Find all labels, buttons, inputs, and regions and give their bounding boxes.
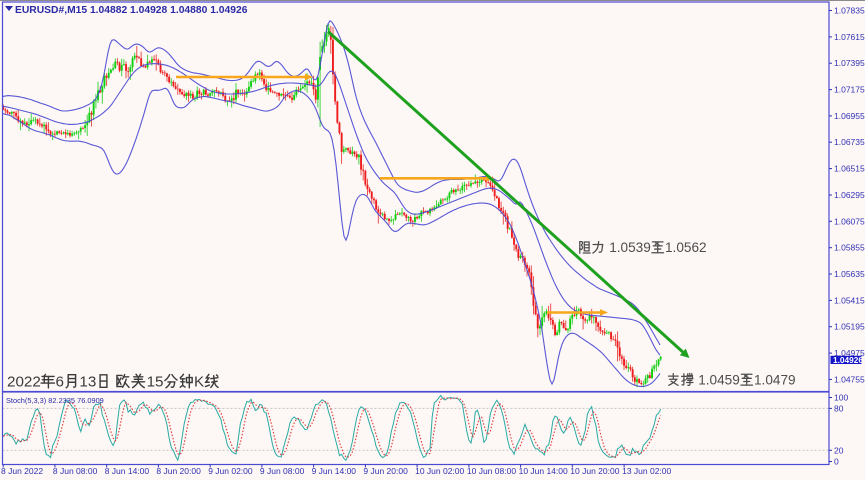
- svg-text:Stoch(5,3,3) 82.2335 76.0909: Stoch(5,3,3) 82.2335 76.0909: [6, 396, 104, 405]
- svg-text:1.0459: 1.0459: [698, 373, 740, 388]
- svg-text:8 Jun 2022: 8 Jun 2022: [1, 466, 43, 476]
- svg-text:K: K: [194, 374, 204, 391]
- svg-text:1.05635: 1.05635: [834, 269, 865, 279]
- svg-text:9 Jun 14:00: 9 Jun 14:00: [312, 466, 357, 476]
- svg-text:6: 6: [56, 374, 64, 391]
- svg-text:1.06515: 1.06515: [834, 164, 865, 174]
- svg-text:100: 100: [834, 393, 848, 403]
- svg-text:8 Jun 14:00: 8 Jun 14:00: [105, 466, 150, 476]
- svg-text:20: 20: [834, 445, 844, 455]
- svg-text:13 Jun 02:00: 13 Jun 02:00: [622, 466, 671, 476]
- svg-text:1.05415: 1.05415: [834, 295, 865, 305]
- svg-text:1.07615: 1.07615: [834, 32, 865, 42]
- svg-text:1.07835: 1.07835: [834, 6, 865, 16]
- svg-text:1.0539: 1.0539: [609, 240, 651, 255]
- svg-text:1.06955: 1.06955: [834, 111, 865, 121]
- svg-text:1.04755: 1.04755: [834, 374, 865, 384]
- svg-text:1.04975: 1.04975: [834, 348, 865, 358]
- svg-text:10 Jun 02:00: 10 Jun 02:00: [415, 466, 464, 476]
- svg-text:8 Jun 08:00: 8 Jun 08:00: [53, 466, 98, 476]
- svg-text:9 Jun 02:00: 9 Jun 02:00: [208, 466, 253, 476]
- svg-text:15: 15: [147, 374, 164, 391]
- svg-text:2022: 2022: [7, 374, 41, 391]
- svg-text:10 Jun 20:00: 10 Jun 20:00: [570, 466, 619, 476]
- svg-text:1.0562: 1.0562: [665, 240, 707, 255]
- svg-text:1.05195: 1.05195: [834, 322, 865, 332]
- svg-text:1.05855: 1.05855: [834, 243, 865, 253]
- svg-text:0: 0: [834, 457, 839, 467]
- svg-text:13: 13: [79, 374, 96, 391]
- svg-text:1.07395: 1.07395: [834, 58, 865, 68]
- svg-text:1.07175: 1.07175: [834, 85, 865, 95]
- svg-text:10 Jun 14:00: 10 Jun 14:00: [519, 466, 568, 476]
- svg-text:1.06735: 1.06735: [834, 137, 865, 147]
- svg-text:9 Jun 20:00: 9 Jun 20:00: [363, 466, 408, 476]
- svg-text:9 Jun 08:00: 9 Jun 08:00: [260, 466, 305, 476]
- svg-text:8 Jun 20:00: 8 Jun 20:00: [156, 466, 201, 476]
- svg-text:1.06295: 1.06295: [834, 190, 865, 200]
- svg-text:EURUSD#,M15 1.04882 1.04928 1: EURUSD#,M15 1.04882 1.04928 1.04880 1.04…: [15, 5, 248, 16]
- svg-text:1.04926: 1.04926: [833, 355, 863, 365]
- svg-text:1.0479: 1.0479: [754, 373, 796, 388]
- svg-text:10 Jun 08:00: 10 Jun 08:00: [467, 466, 516, 476]
- svg-text:1.06075: 1.06075: [834, 216, 865, 226]
- svg-text:80: 80: [834, 403, 844, 413]
